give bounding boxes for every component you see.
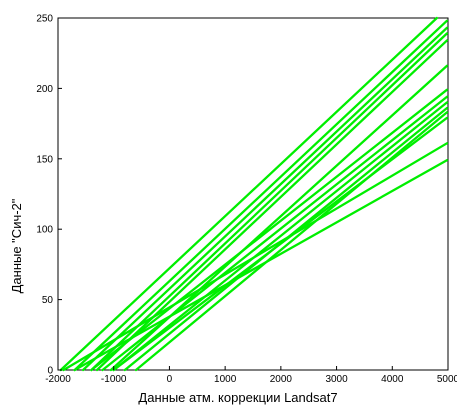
series-line-4 <box>90 32 449 372</box>
x-axis-ticks: -2000 -1000 0 1000 2000 3000 4000 5000 <box>45 366 457 385</box>
x-tick-label: 4000 <box>381 374 404 385</box>
series-lines <box>59 16 449 372</box>
series-line-3 <box>81 26 449 372</box>
series-line-5 <box>95 39 449 372</box>
x-tick-label: 5000 <box>437 374 457 385</box>
x-tick-label: -2000 <box>45 374 71 385</box>
x-tick-label: 3000 <box>325 374 348 385</box>
y-tick-label: 50 <box>42 295 54 306</box>
series-line-11 <box>134 111 449 372</box>
series-line-14 <box>73 159 449 372</box>
x-tick-label: 0 <box>167 374 173 385</box>
y-tick-label: 100 <box>36 225 53 236</box>
y-axis-title: Данные "Сич-2" <box>9 198 24 293</box>
series-line-9 <box>112 101 449 372</box>
x-tick-label: 1000 <box>214 374 237 385</box>
plot-frame <box>57 17 449 371</box>
y-tick-label: 0 <box>47 366 53 377</box>
series-line-12 <box>112 116 449 372</box>
y-tick-label: 200 <box>36 84 53 95</box>
y-tick-label: 250 <box>36 14 53 25</box>
y-axis-ticks: 0 50 100 150 200 250 <box>36 14 62 377</box>
series-line-2 <box>73 19 449 372</box>
series-line-8 <box>101 95 449 372</box>
series-line-1 <box>59 16 439 372</box>
x-tick-label: 2000 <box>270 374 293 385</box>
y-tick-label: 150 <box>36 154 53 165</box>
x-axis-title: Данные атм. коррекции Landsat7 <box>138 390 337 405</box>
series-line-7 <box>90 88 449 372</box>
series-line-13 <box>62 142 449 372</box>
x-tick-label: -1000 <box>101 374 127 385</box>
